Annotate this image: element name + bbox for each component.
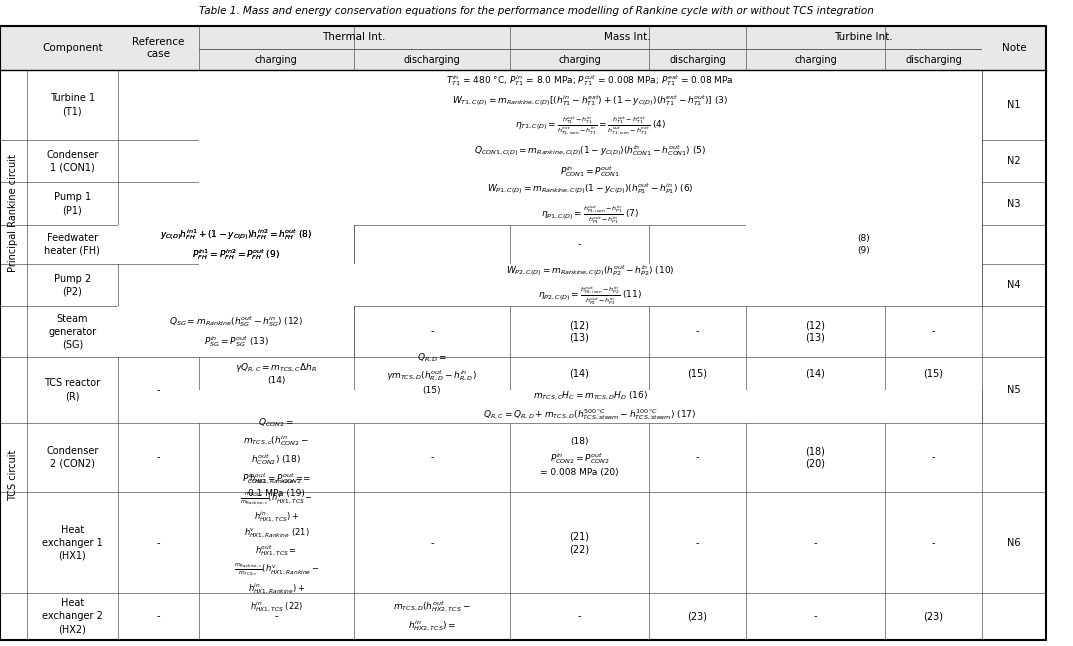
Text: discharging: discharging — [906, 54, 961, 65]
Text: -: - — [157, 384, 160, 395]
Bar — [0, 49, 1046, 70]
Text: TCS circuit: TCS circuit — [9, 449, 18, 501]
Text: -: - — [695, 452, 700, 463]
Text: (14): (14) — [570, 368, 589, 378]
Text: $Q_{CON2}=$
$m_{TCS,c}(h_{CON2}^{in}-$
$h_{CON2}^{out})$ (18)
$P_{CON2}^{in}=P_{: $Q_{CON2}=$ $m_{TCS,c}(h_{CON2}^{in}-$ $… — [241, 417, 311, 498]
Text: TCS reactor
(R): TCS reactor (R) — [44, 379, 101, 401]
Text: Pump 1
(P1): Pump 1 (P1) — [54, 193, 91, 215]
Text: $h_{HX1,Rankine}^{out}=$
$\frac{m_{TCS,c}}{m_{Rankine,c}}(h_{HX1,TCS}^{v}-$
$h_{: $h_{HX1,Rankine}^{out}=$ $\frac{m_{TCS,c… — [234, 472, 319, 614]
Bar — [199, 264, 982, 306]
Bar — [982, 26, 1046, 70]
Text: (23): (23) — [924, 611, 943, 621]
Bar — [199, 182, 982, 225]
Text: (12)
(13): (12) (13) — [570, 320, 589, 343]
Text: (14): (14) — [806, 368, 825, 378]
Text: $m_{TCS,C}H_C=m_{TCS,D}H_D$ (16)
$Q_{R,C}=Q_{R,D}+m_{TCS,D}(h_{TCS,steam}^{500\,: $m_{TCS,C}H_C=m_{TCS,D}H_D$ (16) $Q_{R,C… — [484, 390, 696, 422]
Text: Feedwater
heater (FH): Feedwater heater (FH) — [44, 233, 101, 256]
Text: -: - — [157, 452, 160, 463]
Text: -: - — [577, 611, 582, 621]
Text: -: - — [813, 611, 818, 621]
Text: charging: charging — [558, 54, 601, 65]
Text: (23): (23) — [688, 611, 707, 621]
Text: Pump 2
(P2): Pump 2 (P2) — [54, 274, 91, 297]
Text: Turbine Int.: Turbine Int. — [835, 32, 893, 43]
Bar — [199, 390, 982, 422]
Bar — [746, 225, 982, 264]
Text: $y_{C(D)}h_{FH}^{in1}+(1-y_{C(D)})h_{FH}^{in2}=h_{FH}^{out}$ (8)
$P_{FH}^{in1}=P: $y_{C(D)}h_{FH}^{in1}+(1-y_{C(D)})h_{FH}… — [160, 227, 312, 262]
Text: Note: Note — [1002, 43, 1026, 53]
Text: Heat
exchanger 2
(HX2): Heat exchanger 2 (HX2) — [42, 598, 103, 634]
Text: -: - — [695, 537, 700, 548]
Text: (8)
(9): (8) (9) — [857, 234, 870, 255]
Text: discharging: discharging — [670, 54, 725, 65]
Bar — [199, 70, 982, 140]
Text: Condenser
2 (CON2): Condenser 2 (CON2) — [46, 446, 99, 469]
Text: Condenser
1 (CON1): Condenser 1 (CON1) — [46, 150, 99, 172]
Text: -: - — [813, 537, 818, 548]
Text: -: - — [577, 240, 582, 249]
Text: Principal Rankine circuit: Principal Rankine circuit — [9, 154, 18, 273]
Text: -: - — [931, 452, 936, 463]
Text: Steam
generator
(SG): Steam generator (SG) — [48, 314, 97, 349]
Text: $W_{P2,C(D)}=m_{Rankine,C(D)}(h_{P2}^{out}-h_{P2}^{in})$ (10)
$\eta_{P2,C(D)}=\f: $W_{P2,C(D)}=m_{Rankine,C(D)}(h_{P2}^{ou… — [505, 263, 675, 307]
Text: discharging: discharging — [403, 54, 460, 65]
Text: -: - — [275, 611, 278, 621]
Text: (18)
$P_{CON2}^{in}=P_{CON2}^{out}$
= 0.008 MPa (20): (18) $P_{CON2}^{in}=P_{CON2}^{out}$ = 0.… — [540, 437, 619, 477]
Text: $\gamma Q_{R,C}=m_{TCS,C}\Delta h_R$
(14): $\gamma Q_{R,C}=m_{TCS,C}\Delta h_R$ (14… — [235, 361, 318, 386]
Bar — [118, 306, 354, 357]
Text: Reference
case: Reference case — [132, 37, 185, 59]
Text: Table 1. Mass and energy conservation equations for the performance modelling of: Table 1. Mass and energy conservation eq… — [200, 6, 873, 16]
Text: N4: N4 — [1008, 280, 1020, 290]
Text: N2: N2 — [1008, 156, 1020, 166]
Text: (15): (15) — [924, 368, 943, 378]
Text: -: - — [430, 452, 433, 463]
Text: Turbine 1
(T1): Turbine 1 (T1) — [49, 94, 95, 116]
Text: Heat
exchanger 1
(HX1): Heat exchanger 1 (HX1) — [42, 525, 103, 561]
Text: -: - — [430, 537, 433, 548]
Text: N5: N5 — [1008, 384, 1020, 395]
Text: N3: N3 — [1008, 199, 1020, 209]
Bar — [0, 70, 27, 357]
Bar — [0, 26, 199, 70]
Text: (18)
(20): (18) (20) — [806, 446, 825, 469]
Text: $y_{C(D)}h_{FH}^{in1}+(1-y_{C(D)})h_{FH}^{in2}=h_{FH}^{out}$ (8)
$P_{FH}^{in1}=P: $y_{C(D)}h_{FH}^{in1}+(1-y_{C(D)})h_{FH}… — [160, 227, 312, 262]
Text: $m_{TCS,D}(h_{HX2,TCS}^{out}-$
$h_{HX2,TCS}^{in})=$: $m_{TCS,D}(h_{HX2,TCS}^{out}-$ $h_{HX2,T… — [393, 599, 471, 633]
Text: -: - — [157, 611, 160, 621]
Text: charging: charging — [255, 54, 297, 65]
Text: N1: N1 — [1008, 100, 1020, 110]
Text: -: - — [931, 326, 936, 337]
Text: charging: charging — [794, 54, 837, 65]
Text: $T_{T1}^{in}$ = 480 °C, $P_{T1}^{in}$ = 8.0 MPa; $P_{T1}^{out}$ = 0.008 MPa; $P_: $T_{T1}^{in}$ = 480 °C, $P_{T1}^{in}$ = … — [446, 74, 734, 136]
Text: -: - — [695, 326, 700, 337]
Bar — [0, 26, 1046, 49]
Text: $Q_{CON1,C(D)}=m_{Rankine,C(D)}(1-y_{C(D)})(h_{CON1}^{in}-h_{CON1}^{out})$ (5)
$: $Q_{CON1,C(D)}=m_{Rankine,C(D)}(1-y_{C(D… — [474, 143, 706, 178]
Text: $Q_{R,D}=$
$\gamma m_{TCS,D}(h_{R,D}^{out}-h_{R,D}^{in})$
(15): $Q_{R,D}=$ $\gamma m_{TCS,D}(h_{R,D}^{ou… — [386, 352, 477, 395]
Text: (15): (15) — [688, 368, 707, 378]
Text: -: - — [157, 537, 160, 548]
Text: -: - — [931, 537, 936, 548]
Bar — [199, 140, 982, 182]
Text: (12)
(13): (12) (13) — [806, 320, 825, 343]
Text: (21)
(22): (21) (22) — [570, 531, 589, 554]
Text: $W_{P1,C(D)}=m_{Rankine,C(D)}(1-y_{C(D)})(h_{P1}^{out}-h_{P1}^{in})$ (6)
$\eta_{: $W_{P1,C(D)}=m_{Rankine,C(D)}(1-y_{C(D)}… — [487, 182, 693, 226]
Bar — [0, 357, 27, 593]
Text: Thermal Int.: Thermal Int. — [322, 32, 386, 43]
Text: -: - — [430, 326, 433, 337]
Bar — [118, 225, 354, 264]
Text: Mass Int.: Mass Int. — [604, 32, 651, 43]
Text: Component: Component — [42, 43, 103, 53]
Text: N6: N6 — [1008, 537, 1020, 548]
Text: $Q_{SG}=m_{Rankine}(h_{SG}^{out}-h_{SG}^{in})$ (12)
$P_{SG}^{in}=P_{SG}^{out}$ (: $Q_{SG}=m_{Rankine}(h_{SG}^{out}-h_{SG}^… — [168, 314, 304, 349]
